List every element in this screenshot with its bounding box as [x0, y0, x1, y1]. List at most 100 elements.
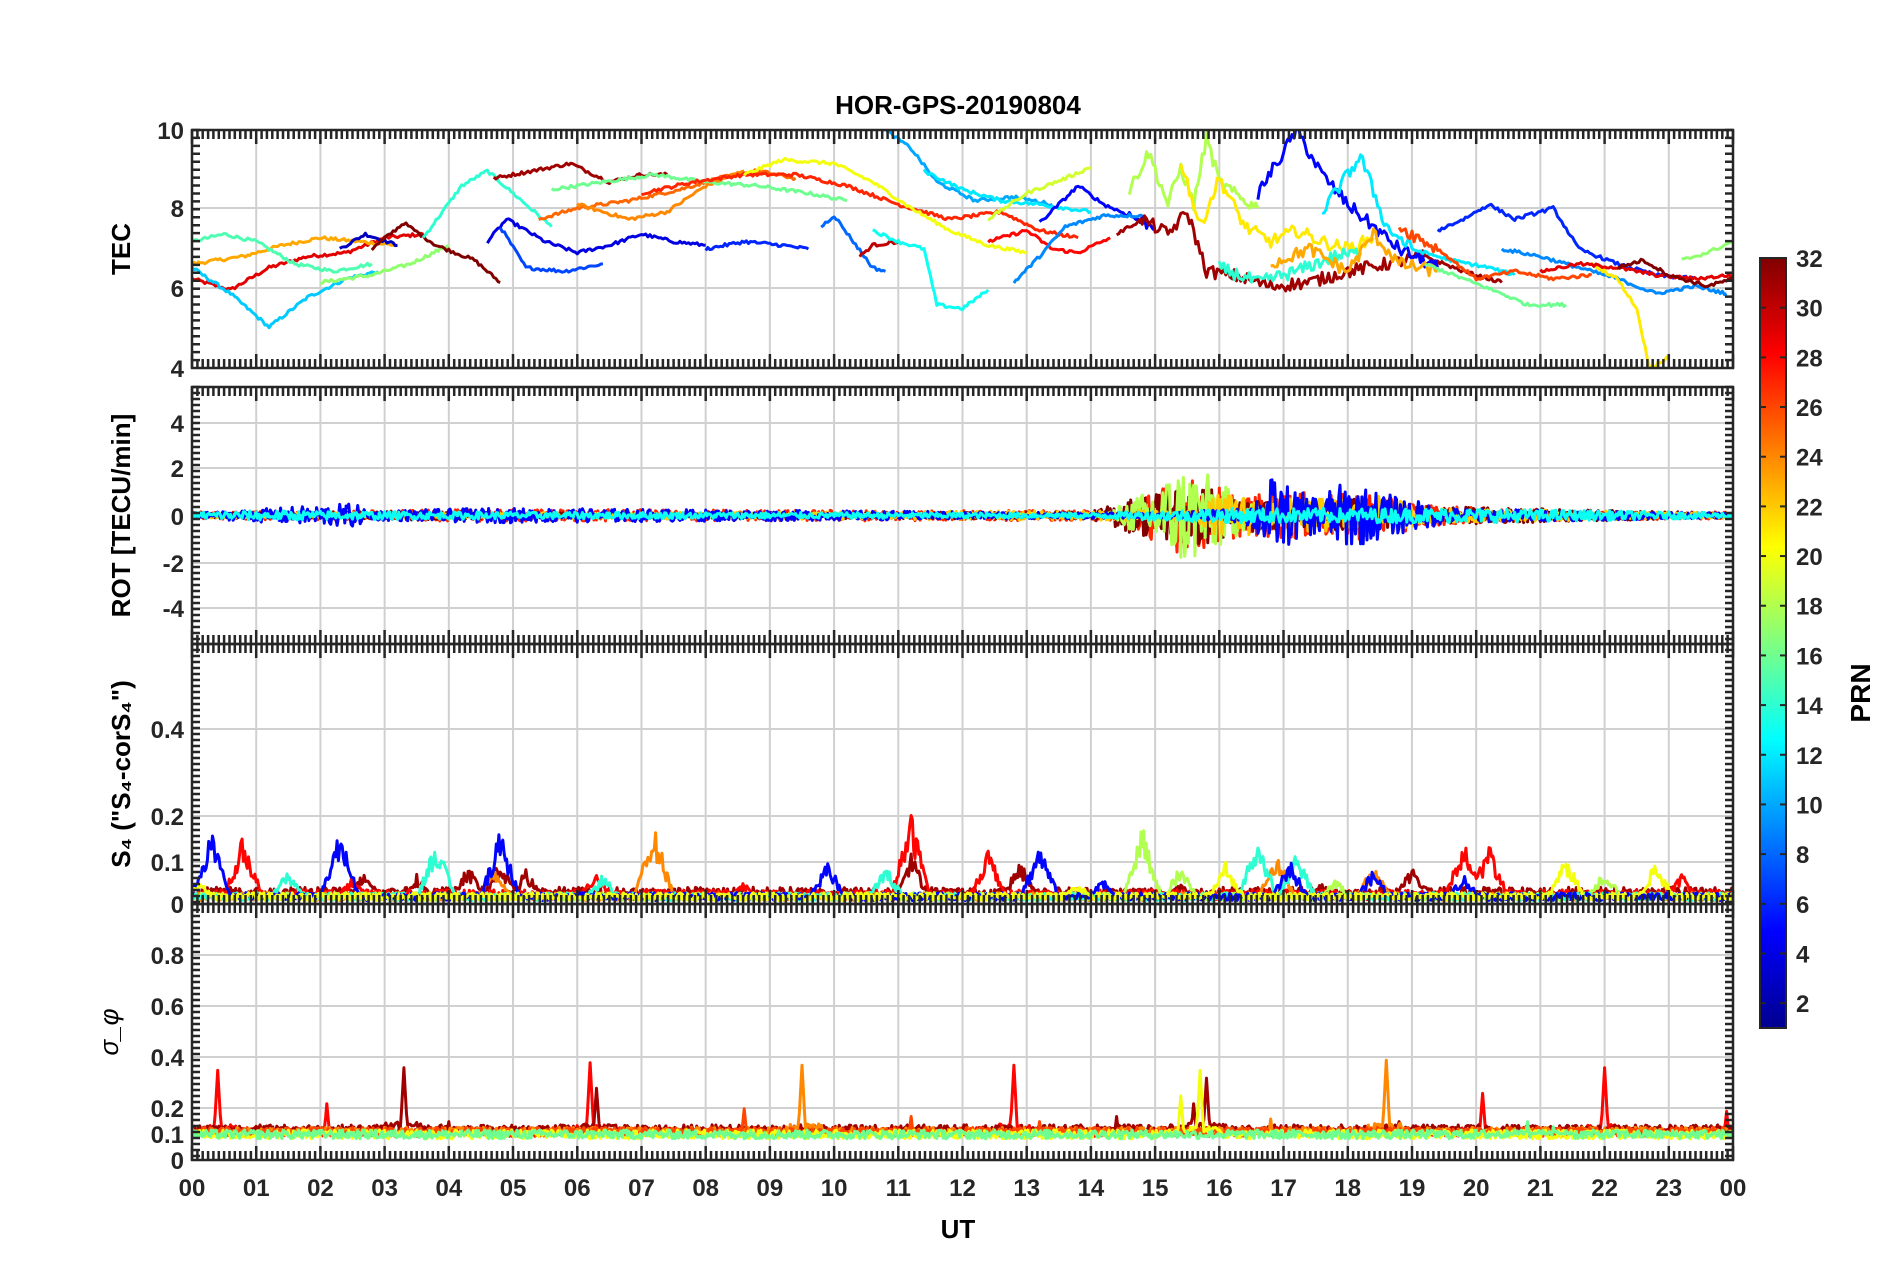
colorbar-tick-label: 24 [1796, 445, 1823, 472]
y-tick-label: 4 [171, 356, 185, 383]
colorbar-tick-label: 20 [1796, 544, 1823, 571]
tec-series-prn-9 [1012, 212, 1143, 284]
tec-series-prn-13 [872, 228, 990, 312]
colorbar-tick-label: 10 [1796, 792, 1823, 819]
tec-series-prn-32 [1616, 257, 1733, 289]
x-tick-label: 00 [179, 1175, 206, 1202]
colorbar-gradient [1759, 257, 1787, 1029]
y-tick-label: 6 [171, 276, 184, 303]
y-tick-label: 0.2 [151, 804, 184, 831]
tec-series-prn-12 [1321, 153, 1516, 277]
tec-series-prn-11 [192, 266, 380, 330]
tec-series-prn-7 [498, 226, 603, 274]
x-tick-label: 01 [243, 1175, 270, 1202]
tec-series-prn-27 [641, 171, 1079, 240]
tec-y-axis-label: TEC [106, 223, 136, 275]
x-tick-label: 04 [435, 1175, 462, 1202]
tec-series-prn-5 [1038, 184, 1157, 231]
sigma_phi-series [192, 1058, 1733, 1141]
rot-panel: -4 -2 0 2 4 ROT [TECU/min] [106, 385, 1735, 646]
tec-series-prn-3 [339, 231, 398, 250]
colorbar-tick-label: 4 [1796, 941, 1810, 968]
x-tick-label: 03 [371, 1175, 398, 1202]
y-tick-label: 4 [171, 411, 185, 438]
tec-series-prn-21 [1590, 261, 1669, 368]
tec-series-prn-4 [486, 217, 706, 256]
tec-series-prn-16 [1424, 262, 1567, 308]
s4-grid [192, 644, 1733, 905]
tec-series-prn-8 [820, 215, 887, 273]
x-tick-label: 19 [1399, 1175, 1426, 1202]
tec-panel: 4 6 8 10 TEC [106, 118, 1735, 383]
tick-marks [190, 902, 1735, 1160]
colorbar-label: PRN [1845, 663, 1876, 722]
x-tick-label: 13 [1013, 1175, 1040, 1202]
sigma_phi-y-axis-label: σ_φ [94, 1008, 124, 1055]
tick-marks [190, 642, 1735, 904]
y-tick-label: 10 [157, 118, 184, 145]
x-tick-label: 10 [821, 1175, 848, 1202]
y-tick-label: 0.6 [151, 994, 184, 1021]
s4-y-axis-label: S₄ ("S₄-corS₄") [106, 680, 136, 868]
rot-series-prn-13 [192, 506, 1733, 525]
y-tick-label: 0.1 [151, 1122, 184, 1149]
tec-series-prn-23 [192, 235, 398, 266]
x-tick-label: 06 [564, 1175, 591, 1202]
y-tick-label: 0.8 [151, 943, 184, 970]
tec-series-prn-29 [1539, 261, 1733, 281]
y-tick-label: 0 [171, 892, 184, 919]
x-tick-label: 18 [1334, 1175, 1361, 1202]
colorbar-tick-label: 30 [1796, 296, 1823, 323]
x-tick-label: 15 [1142, 1175, 1169, 1202]
tec-series-prn-17 [319, 244, 450, 286]
x-tick-label: 23 [1655, 1175, 1682, 1202]
tec-series-prn-19 [987, 165, 1092, 222]
tec-series-prn-31 [492, 161, 668, 185]
y-tick-label: 0.4 [151, 1045, 185, 1072]
x-tick-label: 08 [692, 1175, 719, 1202]
colorbar-tick-label: 22 [1796, 494, 1823, 521]
x-tick-label: 17 [1270, 1175, 1297, 1202]
colorbar-tick-label: 14 [1796, 693, 1823, 720]
sigma_phi-frame [190, 902, 1735, 1162]
colorbar-tick-label: 26 [1796, 395, 1823, 422]
y-tick-label: 8 [171, 196, 184, 223]
tec-series-prn-32 [370, 221, 501, 284]
x-tick-label: 22 [1591, 1175, 1618, 1202]
x-tick-label: 09 [757, 1175, 784, 1202]
tec-series-prn-14 [421, 168, 553, 239]
colorbar-tick-label: 28 [1796, 345, 1823, 372]
sigma_phi-series-prn-16 [192, 1120, 1733, 1141]
x-tick-label: 05 [500, 1175, 527, 1202]
x-tick-label: 16 [1206, 1175, 1233, 1202]
x-axis-label: UT [941, 1214, 976, 1244]
tick-marks [190, 128, 1735, 368]
y-tick-label: 2 [171, 456, 184, 483]
tec-series-prn-17 [1681, 240, 1733, 261]
sigma_phi-grid [192, 904, 1733, 1161]
colorbar-tick-label: 12 [1796, 743, 1823, 770]
x-tick-label: 11 [886, 1175, 911, 1202]
y-tick-label: 0 [171, 1148, 184, 1175]
colorbar-tick-label: 6 [1796, 892, 1809, 919]
figure-title: HOR-GPS-20190804 [835, 90, 1081, 120]
y-tick-label: -4 [163, 596, 185, 623]
tec-series-prn-30 [858, 239, 900, 258]
x-tick-label: 20 [1463, 1175, 1490, 1202]
x-tick-label: 07 [628, 1175, 655, 1202]
tec-series-prn-23 [1270, 227, 1438, 278]
tec-series-prn-20 [743, 156, 1027, 255]
tec-frame [190, 128, 1735, 370]
tec-series-prn-21 [1179, 163, 1375, 255]
tick-marks [190, 385, 1735, 644]
x-tick-label: 21 [1527, 1175, 1554, 1202]
tec-series-prn-6 [704, 239, 810, 252]
y-tick-label: 0.2 [151, 1096, 184, 1123]
colorbar-tick-label: 8 [1796, 842, 1809, 869]
rot-series [192, 473, 1733, 559]
tec-series-prn-31 [1116, 211, 1503, 293]
tec-series-prn-5 [1256, 130, 1440, 269]
colorbar-tick-label: 16 [1796, 643, 1823, 670]
